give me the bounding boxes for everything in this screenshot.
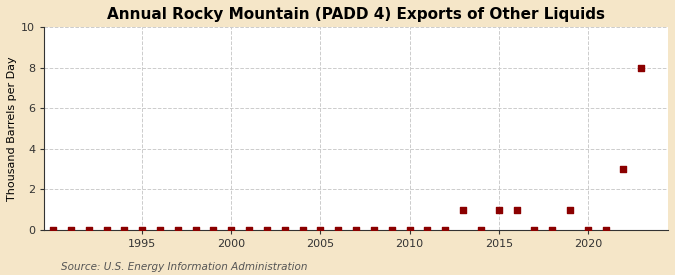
- Point: [172, 228, 183, 232]
- Point: [475, 228, 486, 232]
- Point: [137, 228, 148, 232]
- Point: [297, 228, 308, 232]
- Point: [422, 228, 433, 232]
- Point: [404, 228, 415, 232]
- Point: [244, 228, 254, 232]
- Point: [226, 228, 237, 232]
- Point: [101, 228, 112, 232]
- Point: [369, 228, 379, 232]
- Point: [583, 228, 593, 232]
- Point: [262, 228, 273, 232]
- Point: [386, 228, 397, 232]
- Point: [564, 207, 575, 212]
- Point: [315, 228, 326, 232]
- Title: Annual Rocky Mountain (PADD 4) Exports of Other Liquids: Annual Rocky Mountain (PADD 4) Exports o…: [107, 7, 605, 22]
- Point: [351, 228, 362, 232]
- Point: [279, 228, 290, 232]
- Point: [511, 207, 522, 212]
- Point: [618, 167, 629, 171]
- Point: [493, 207, 504, 212]
- Point: [208, 228, 219, 232]
- Point: [83, 228, 94, 232]
- Point: [190, 228, 201, 232]
- Point: [458, 207, 468, 212]
- Point: [440, 228, 451, 232]
- Text: Source: U.S. Energy Information Administration: Source: U.S. Energy Information Administ…: [61, 262, 307, 272]
- Point: [636, 65, 647, 70]
- Point: [529, 228, 540, 232]
- Point: [333, 228, 344, 232]
- Point: [155, 228, 165, 232]
- Point: [600, 228, 611, 232]
- Point: [119, 228, 130, 232]
- Point: [48, 228, 59, 232]
- Point: [547, 228, 558, 232]
- Y-axis label: Thousand Barrels per Day: Thousand Barrels per Day: [7, 56, 17, 201]
- Point: [65, 228, 76, 232]
